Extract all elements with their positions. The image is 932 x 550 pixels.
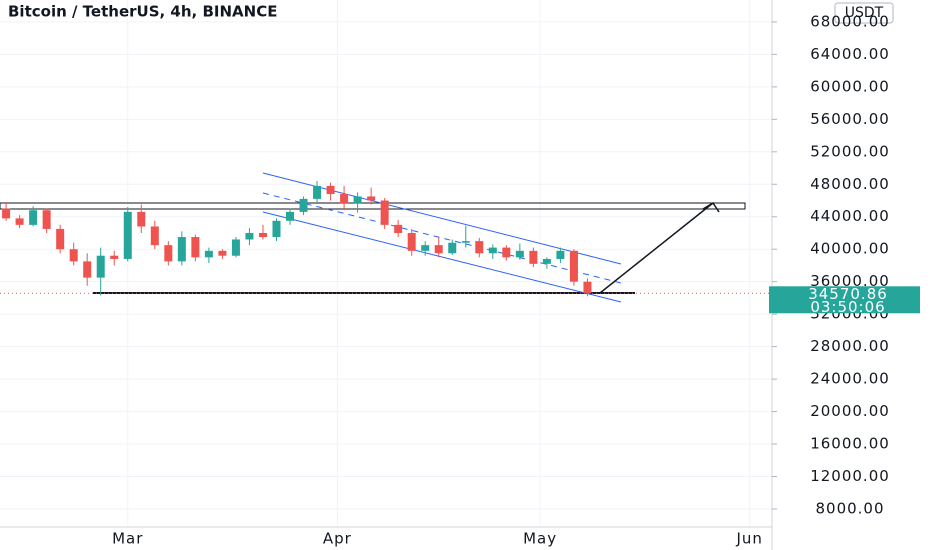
candle-body	[2, 208, 11, 219]
candle-body	[502, 247, 511, 258]
channel-mid	[262, 192, 622, 284]
candle-body	[83, 261, 92, 278]
projection-arrow	[599, 202, 714, 294]
candle-body	[272, 220, 281, 238]
y-tick-label: 48000.00	[810, 175, 890, 193]
candle-body	[488, 247, 497, 254]
last-price-box	[769, 286, 920, 314]
candle-body	[204, 250, 213, 258]
candle-body	[353, 196, 362, 204]
y-tick-label: 24000.00	[810, 370, 890, 388]
candle-body	[29, 210, 38, 225]
candle-body	[42, 210, 51, 229]
resistance-box	[0, 202, 746, 210]
chart-title: Bitcoin / TetherUS, 4h, BINANCE	[8, 3, 277, 21]
candle-body	[231, 239, 240, 256]
candle-body	[461, 241, 470, 243]
currency[interactable]: USDT	[845, 5, 884, 21]
candle-body	[56, 228, 65, 250]
candle-body	[556, 250, 565, 259]
y-tick-label: 16000.00	[810, 435, 890, 453]
candle-body	[326, 185, 335, 195]
x-tick-label: Jun	[735, 530, 762, 548]
y-tick-label: 68000.00	[810, 12, 890, 30]
candle-body	[150, 226, 159, 246]
candle-body	[367, 196, 376, 201]
x-tick-label: Mar	[112, 530, 143, 548]
countdown: 03:50:06	[810, 298, 885, 316]
candle-body	[164, 245, 173, 262]
arrow-head	[702, 201, 720, 213]
price-axis-panel	[772, 0, 932, 550]
channel-bottom	[262, 211, 622, 303]
candle-body	[421, 245, 430, 251]
candle-body	[177, 237, 186, 262]
candle-body	[380, 200, 389, 225]
candle-body	[258, 232, 267, 238]
y-tick-label: 56000.00	[810, 110, 890, 128]
candle-body	[569, 250, 578, 282]
candle-body	[542, 258, 551, 264]
candle-body	[448, 242, 457, 254]
candle-body	[515, 250, 524, 258]
candle-body	[191, 237, 200, 258]
candle-body	[583, 281, 592, 294]
y-tick-label: 36000.00	[810, 272, 890, 290]
candle-body	[434, 245, 443, 254]
y-tick-label: 60000.00	[810, 77, 890, 95]
candle-body	[96, 255, 105, 278]
currency-box[interactable]	[834, 2, 894, 24]
x-tick-label: May	[523, 530, 557, 548]
candle-body	[286, 211, 295, 221]
candle-body	[299, 198, 308, 212]
y-tick-label: 44000.00	[810, 207, 890, 225]
y-tick-label: 12000.00	[810, 467, 890, 485]
candle-body	[15, 218, 24, 225]
y-tick-label: 40000.00	[810, 240, 890, 258]
candle-body	[394, 224, 403, 233]
candle-body	[218, 250, 227, 256]
y-tick-label: 52000.00	[810, 142, 890, 160]
channel-top	[262, 172, 622, 265]
candle-body	[475, 241, 484, 254]
y-tick-label: 64000.00	[810, 45, 890, 63]
candle-body	[69, 249, 78, 262]
y-tick-label: 8000.00	[815, 499, 884, 517]
y-tick-label: 28000.00	[810, 337, 890, 355]
candle-body	[340, 194, 349, 204]
x-tick-label: Apr	[323, 530, 352, 548]
candle-body	[313, 185, 322, 199]
candle-body	[110, 255, 119, 259]
candle-body	[123, 211, 132, 259]
candle-body	[137, 211, 146, 227]
y-tick-label: 20000.00	[810, 402, 890, 420]
candle-body	[529, 250, 538, 264]
last-price-label: 34570.86	[808, 285, 888, 303]
candle-body	[407, 232, 416, 251]
candle-body	[245, 232, 254, 240]
